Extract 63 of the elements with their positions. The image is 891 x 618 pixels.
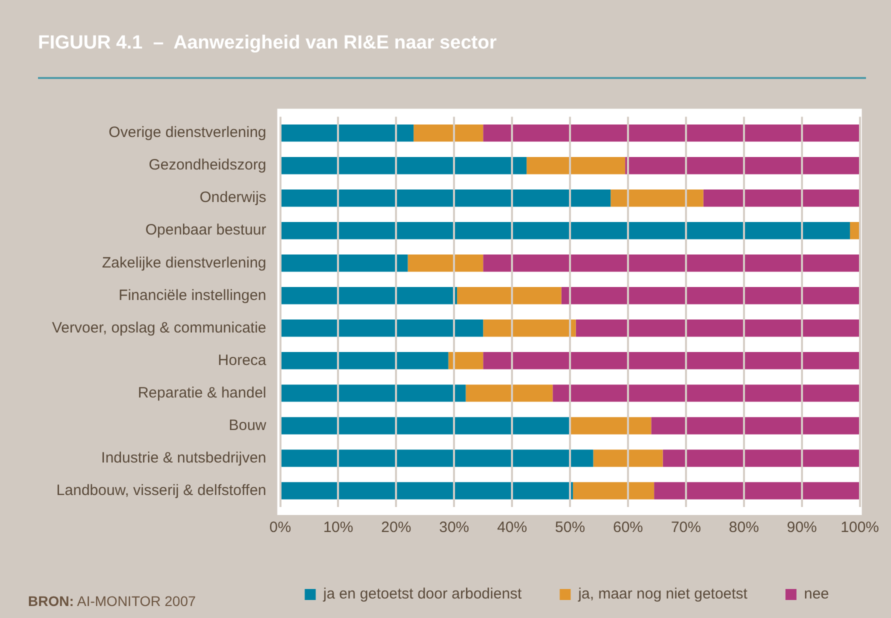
bar (483, 320, 576, 337)
text: BRON: AI-MONITOR 2007 (28, 593, 196, 609)
bar (570, 417, 652, 434)
x-tick-label: 40% (497, 519, 528, 536)
bar (408, 254, 484, 272)
y-tick-label: Zakelijke dienstverlening (102, 254, 266, 272)
bar (625, 156, 860, 174)
y-tick-label: Bouw (228, 416, 266, 434)
x-tick-label: 0% (269, 519, 292, 536)
bar (281, 287, 458, 304)
x-tick-label: 60% (612, 519, 644, 536)
bar (281, 417, 570, 434)
y-tick-label: Industrie & nutsbedrijven (101, 449, 266, 466)
x-tick-label: 30% (439, 519, 470, 536)
bar (466, 384, 553, 402)
bar (576, 320, 860, 337)
bar (654, 482, 860, 500)
bar (281, 320, 484, 337)
x-tick-label: 20% (381, 519, 412, 536)
bar (281, 222, 850, 240)
bar (281, 450, 594, 467)
y-tick-label: Vervoer, opslag & communicatie (52, 319, 266, 336)
bar (281, 482, 573, 500)
y-tick-label: Openbaar bestuur (145, 222, 266, 239)
legend-label: ja en getoetst door arbodienst (322, 586, 523, 603)
bar (281, 384, 466, 402)
bar (651, 417, 860, 434)
y-tick-label: Landbouw, visserij & delfstoffen (56, 482, 266, 499)
bar (850, 222, 860, 240)
y-tick-label: Horeca (218, 352, 267, 369)
bar (561, 287, 860, 304)
bar (572, 482, 654, 500)
y-tick-label: Reparatie & handel (138, 384, 266, 402)
x-tick-label: 90% (786, 519, 817, 536)
x-tick-label: 80% (728, 519, 759, 536)
bar (457, 287, 562, 304)
bar (662, 450, 860, 467)
x-tick-label: 100% (840, 519, 880, 536)
bar (281, 124, 414, 142)
bar (483, 352, 860, 370)
bar (483, 254, 860, 272)
bar (281, 189, 611, 207)
y-tick-label: Gezondheidszorg (148, 156, 266, 174)
bar (281, 156, 527, 174)
bar (281, 254, 408, 272)
x-tick-label: 10% (323, 519, 354, 536)
y-tick-label: Onderwijs (200, 189, 266, 206)
y-tick-label: Overige dienstverlening (108, 124, 266, 142)
bar (281, 352, 448, 370)
x-tick-label: 70% (670, 519, 701, 536)
x-tick-label: 50% (555, 519, 586, 536)
y-tick-label: Financiële instellingen (118, 286, 266, 304)
bar (483, 124, 860, 142)
bar (414, 124, 484, 142)
legend-label: nee (804, 586, 830, 603)
bar (703, 189, 860, 207)
bar (610, 189, 704, 207)
chart-title: FIGUUR 4.1 – Aanwezigheid van RI&E naar sector (38, 32, 498, 54)
bar (448, 352, 484, 370)
bar (526, 156, 626, 174)
legend-label: ja, maar nog niet getoetst (577, 586, 748, 603)
bar (552, 384, 860, 402)
bar (593, 450, 663, 467)
